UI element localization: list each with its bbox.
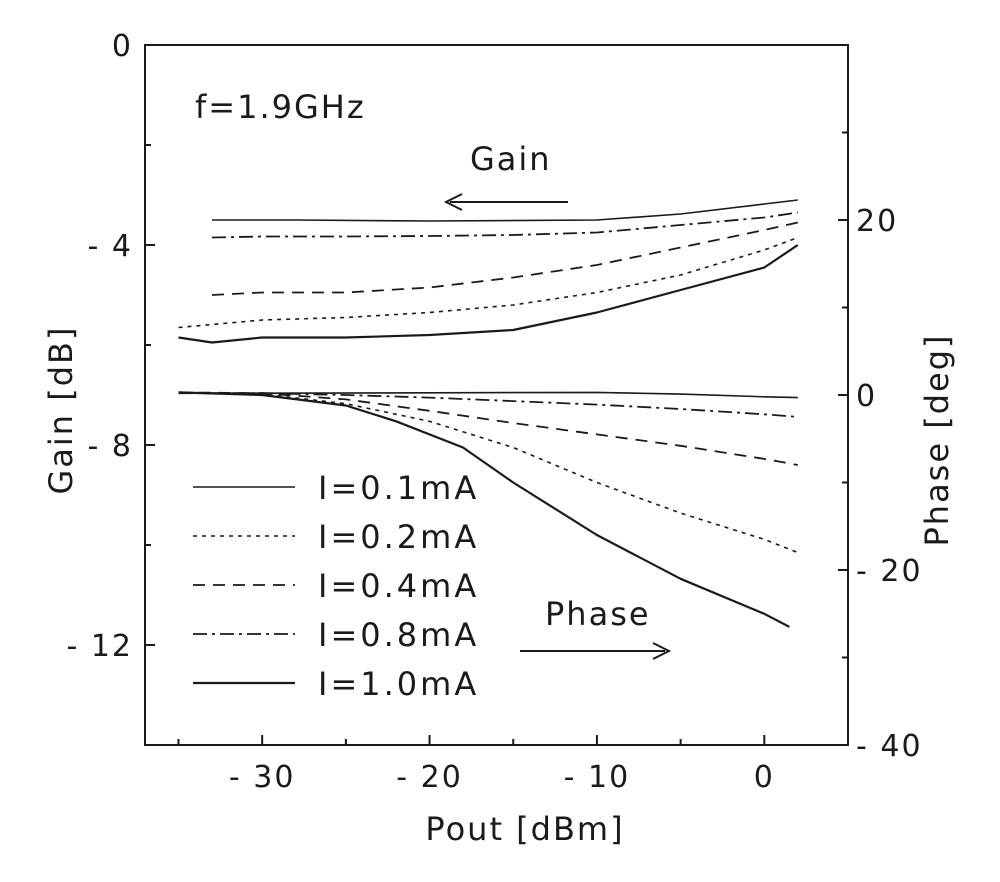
legend-label: I=0.1mA — [318, 469, 479, 507]
phase-line-series-3 — [178, 391, 798, 466]
x-tick-label: - 10 — [564, 760, 631, 795]
legend: I=0.1mA I=0.2mA I=0.4mA I=0.8mA I=1.0mA — [193, 469, 479, 703]
phase-annotation: Phase — [545, 595, 651, 633]
x-tick-label: 0 — [754, 760, 775, 795]
phase-line-series-2 — [178, 391, 799, 554]
legend-label: I=0.8mA — [318, 616, 479, 654]
legend-label: I=0.2mA — [318, 518, 479, 556]
right-y-tick-label: - 20 — [856, 554, 923, 589]
right-axis-title: Phase [deg] — [918, 334, 956, 547]
axis-ticks — [145, 44, 848, 746]
left-axis-title: Gain [dB] — [42, 326, 80, 495]
phase-line-series-5 — [178, 391, 790, 628]
left-y-tick-label: - 8 — [88, 429, 133, 464]
gain-line-series-3 — [211, 221, 798, 296]
gain-arrow-head — [443, 193, 463, 211]
gain-line-series-4 — [211, 211, 798, 239]
right-y-tick-label: 0 — [856, 379, 877, 414]
frequency-annotation: f=1.9GHz — [195, 88, 366, 126]
x-tick-label: - 20 — [396, 760, 463, 795]
x-axis-title: Pout [dBm] — [425, 810, 624, 848]
phase-line-series-4 — [178, 392, 798, 418]
axis-tick-labels: - 30 - 20 - 10 0 0 - 4 - 8 - 12 20 0 - 20 - 40 — [66, 29, 923, 795]
left-y-tick-label: - 4 — [88, 229, 133, 264]
right-y-tick-label: 20 — [856, 204, 898, 239]
legend-label: I=1.0mA — [318, 665, 479, 703]
legend-label: I=0.4mA — [318, 567, 479, 605]
gain-line-series-2 — [178, 236, 799, 329]
x-tick-label: - 30 — [229, 760, 296, 795]
right-y-tick-label: - 40 — [856, 729, 923, 764]
gain-line-series-1 — [212, 199, 798, 222]
gain-line-series-5 — [178, 244, 799, 344]
left-y-tick-label: 0 — [112, 29, 133, 64]
left-y-tick-label: - 12 — [66, 629, 133, 664]
phase-arrow-head — [652, 642, 672, 660]
series-lines — [178, 199, 799, 628]
gain-annotation: Gain — [470, 140, 552, 178]
